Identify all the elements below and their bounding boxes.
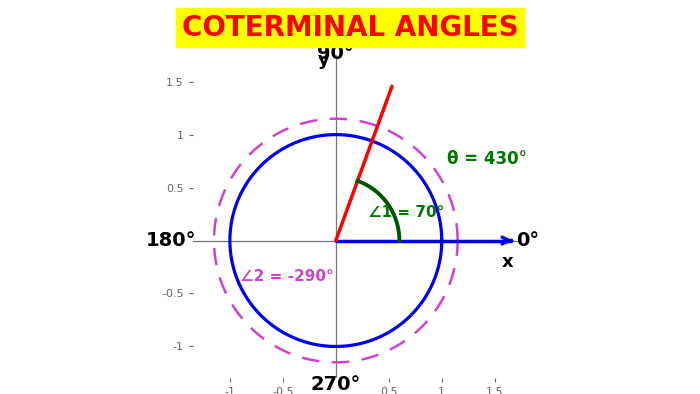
Text: 90°: 90° (317, 44, 354, 63)
Text: y: y (318, 51, 330, 69)
Text: 0°: 0° (516, 231, 539, 250)
Text: COTERMINAL ANGLES: COTERMINAL ANGLES (182, 13, 518, 42)
Text: 270°: 270° (311, 375, 361, 394)
Text: ∠1 = 70°: ∠1 = 70° (368, 205, 444, 220)
Text: θ = 430°: θ = 430° (447, 150, 527, 168)
Text: x: x (502, 253, 513, 271)
Text: 180°: 180° (146, 231, 196, 250)
Text: ∠2 = -290°: ∠2 = -290° (241, 269, 334, 284)
